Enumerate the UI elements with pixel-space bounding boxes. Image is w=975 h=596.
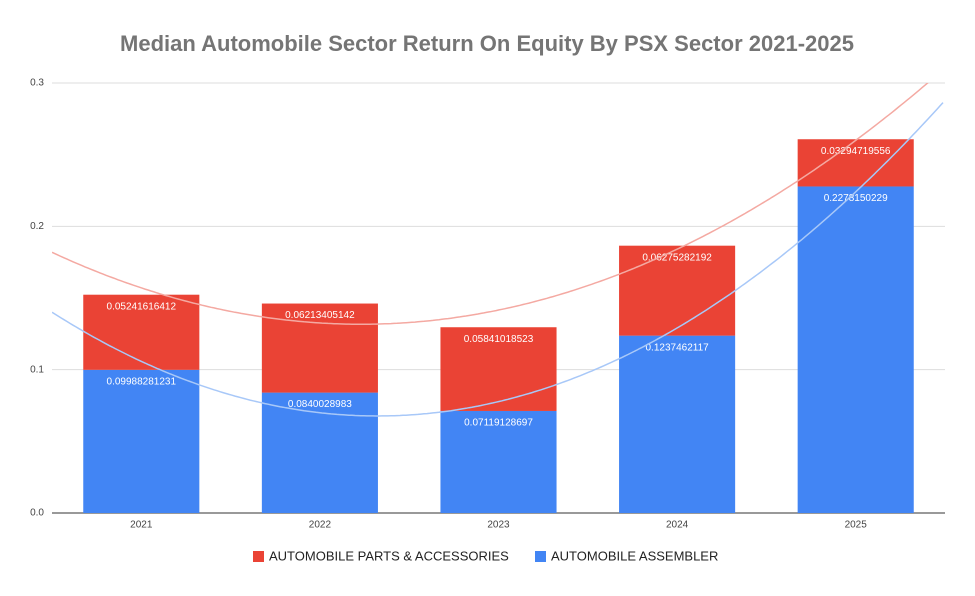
bar-segment xyxy=(797,186,914,513)
x-tick-label: 2022 xyxy=(309,520,332,531)
y-tick-label: 0.2 xyxy=(30,221,44,232)
value-label: 0.03294719556 xyxy=(821,146,891,157)
bar-segment xyxy=(619,335,736,513)
legend-swatch xyxy=(535,551,546,562)
x-tick-label: 2021 xyxy=(130,520,153,531)
bar-segment xyxy=(440,410,557,513)
y-tick-label: 0.0 xyxy=(30,508,44,519)
x-tick-label: 2024 xyxy=(666,520,689,531)
trendline xyxy=(52,102,944,417)
trendline xyxy=(52,83,929,325)
legend-label: AUTOMOBILE PARTS & ACCESSORIES xyxy=(269,548,509,563)
bar-segment xyxy=(797,139,914,187)
value-label: 0.2278150229 xyxy=(824,193,888,204)
bar-segment xyxy=(440,327,557,411)
value-label: 0.05841018523 xyxy=(464,334,534,345)
bar-segment xyxy=(261,303,378,393)
y-tick-label: 0.3 xyxy=(30,78,44,89)
value-label: 0.06213405142 xyxy=(285,310,355,321)
chart-title: Median Automobile Sector Return On Equit… xyxy=(120,31,854,56)
bar-segment xyxy=(619,245,736,336)
value-label: 0.0840028983 xyxy=(288,399,352,410)
legend-swatch xyxy=(253,551,264,562)
y-tick-label: 0.1 xyxy=(30,364,44,375)
value-label: 0.07119128697 xyxy=(464,418,533,429)
x-tick-label: 2025 xyxy=(845,520,868,531)
trendlines xyxy=(52,83,944,417)
x-tick-label: 2023 xyxy=(487,520,510,531)
value-label: 0.05241616412 xyxy=(107,301,177,312)
bar-segment xyxy=(83,294,200,370)
legend-label: AUTOMOBILE ASSEMBLER xyxy=(551,548,718,563)
bar-segment xyxy=(83,369,200,513)
bar-segment xyxy=(261,392,378,513)
value-label: 0.09988281231 xyxy=(107,376,177,387)
value-label: 0.06275282192 xyxy=(642,252,712,263)
value-label: 0.1237462117 xyxy=(645,342,709,353)
